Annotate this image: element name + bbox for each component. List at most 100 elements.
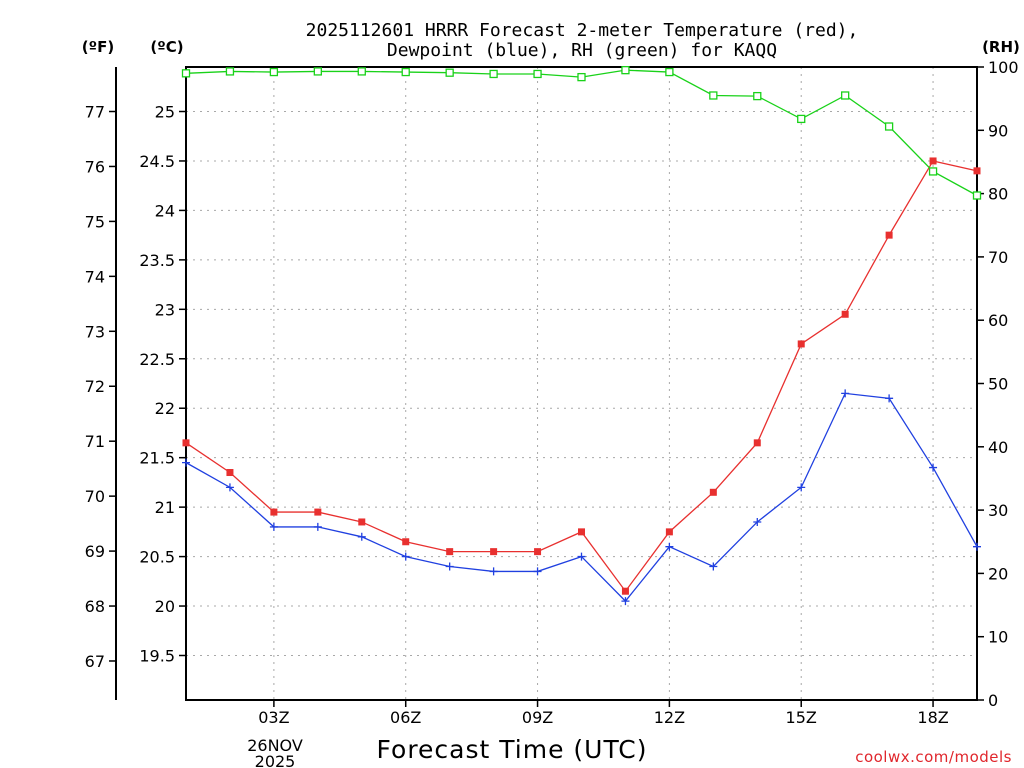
rh-point [489,69,498,79]
fahrenheit-tick-label: 76 [85,157,105,176]
dewpoint-point [797,483,806,492]
temperature-point [226,469,234,477]
celsius-tick-label: 24.5 [139,152,175,171]
temperature-point [270,508,278,516]
x-tick-label: 12Z [654,708,685,727]
temperature-point [358,518,366,526]
dewpoint-point [357,532,366,541]
fahrenheit-tick-label: 70 [85,487,105,506]
fahrenheit-tick-label: 75 [85,212,105,231]
rh-point [709,91,718,100]
rh-unit-label: (RH) [982,38,1020,56]
fahrenheit-tick-label: 68 [85,597,105,616]
x-tick-label: 09Z [522,708,553,727]
celsius-tick-label: 23 [155,300,175,319]
rh-point [928,167,938,176]
rh-tick-label: 80 [988,185,1008,204]
credit-link[interactable]: coolwx.com/models [855,748,1012,766]
x-tick-label: 06Z [390,708,421,727]
rh-tick-label: 10 [988,628,1008,647]
tick-labels: 19.5 20 20.5 21 21.5 22 22.5 23 23.5 24 24.5 25 67 68… [85,58,1019,727]
rh-tick-label: 90 [988,121,1008,140]
dewpoint-point [225,483,234,492]
dewpoint-point [665,542,674,551]
dewpoint-point [841,389,850,398]
rh-point [665,67,674,77]
rh-tick-label: 60 [988,311,1008,330]
celsius-tick-label: 23.5 [139,251,175,270]
dewpoint-point [182,458,190,467]
temperature-point [929,157,937,165]
x-axis-label: Forecast Time (UTC) [377,735,648,764]
rh-point [401,67,410,77]
celsius-tick-label: 25 [155,103,175,122]
temperature-point [182,439,190,447]
x-tick-label: 03Z [258,708,289,727]
rh-point [797,114,806,124]
temperature-point [534,548,542,556]
rh-point [884,122,894,131]
rh-tick-label: 30 [988,501,1008,520]
fahrenheit-unit-label: (ºF) [82,38,114,56]
dewpoint-point [269,522,278,531]
dewpoint-point [885,394,894,403]
temperature-point [314,508,322,516]
celsius-tick-label: 21.5 [139,449,175,468]
rh-point [225,67,235,76]
rh-point [753,91,762,101]
rh-point [357,67,366,76]
temperature-point [841,310,849,318]
rh-point [841,91,850,100]
temperature-point [402,538,410,546]
temperature-point [665,528,673,536]
dewpoint-point [577,552,586,561]
x-tick-label: 15Z [786,708,817,727]
x-tick-label: 18Z [917,708,948,727]
date-label-month: 26NOV [247,736,303,755]
dewpoint-point [973,542,981,551]
rh-point [313,67,322,76]
rh-point [181,69,191,78]
temperature-point [797,340,805,348]
rh-point [577,72,586,82]
data-series [181,66,982,606]
temperature-point [753,439,761,447]
dewpoint-point [929,463,938,472]
celsius-tick-label: 22 [155,399,175,418]
rh-point [533,69,542,79]
fahrenheit-tick-label: 77 [85,103,105,122]
dewpoint-point [709,562,718,571]
temperature-point [578,528,585,536]
fahrenheit-tick-label: 69 [85,542,105,561]
dewpoint-point [445,562,454,571]
temperature-point [885,231,893,239]
fahrenheit-tick-label: 67 [85,652,105,671]
celsius-unit-label: (ºC) [150,38,183,56]
rh-tick-label: 40 [988,438,1008,457]
rh-tick-label: 20 [988,564,1008,583]
chart-title-line1: 2025112601 HRRR Forecast 2-meter Tempera… [306,20,859,41]
fahrenheit-tick-label: 73 [85,322,105,341]
dewpoint-point [489,567,498,576]
fahrenheit-tick-label: 72 [85,377,105,396]
rh-tick-label: 100 [988,58,1019,77]
temperature-point [973,167,981,175]
celsius-tick-label: 19.5 [139,646,175,665]
axes [109,66,984,707]
temperature-point [446,548,454,556]
rh-point [445,68,454,77]
rh-tick-label: 70 [988,248,1008,267]
dewpoint-point [753,517,762,526]
dewpoint-point [313,522,322,531]
temperature-point [709,488,717,496]
date-label-year: 2025 [255,752,296,768]
celsius-tick-label: 22.5 [139,350,175,369]
rh-tick-label: 50 [988,375,1008,394]
celsius-tick-label: 20.5 [139,548,175,567]
fahrenheit-tick-label: 71 [85,432,105,451]
temperature-point [490,548,498,556]
chart-title-line2: Dewpoint (blue), RH (green) for KAQQ [387,40,777,61]
grid-lines [186,67,977,700]
celsius-tick-label: 24 [155,201,175,220]
